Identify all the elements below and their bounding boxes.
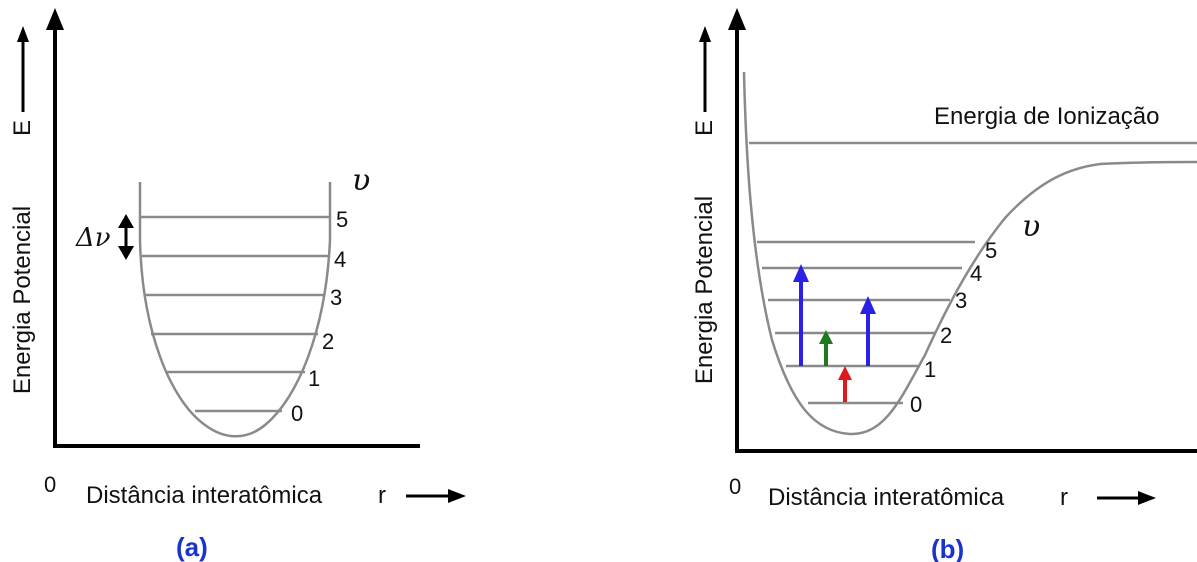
panel-b-transition-arrow-blue-0-5-head-icon [793,264,809,282]
panel-a-delta-label: Δν [75,223,111,253]
panel-a-level-label-4: 4 [334,247,346,272]
panel-a: Energia Potencial E 0 1 2 3 4 5 υ Δν 0 D… [9,8,466,562]
panel-a-potential-curve [138,182,332,438]
panel-b-x-axis-label: Distância interatômica [768,484,1005,511]
panel-b: Energia Potencial E Energia de Ionização… [691,8,1197,562]
panel-b-level-label-0: 0 [910,392,922,417]
panel-b-caption: (b) [931,534,964,562]
panel-a-delta-arrow-down-icon [118,246,134,260]
panel-a-level-label-1: 1 [308,366,320,391]
panel-a-origin-label: 0 [44,472,56,497]
panel-b-origin-label: 0 [729,474,741,499]
panel-b-y-axis-arrow-icon [728,8,746,30]
panel-a-energy-arrow-icon [17,26,29,42]
panel-b-transition-arrow-green-head-icon [819,330,833,344]
panel-a-y-axis-arrow-icon [46,8,64,30]
panel-a-x-axis-label: Distância interatômica [86,482,323,509]
panel-b-energy-arrow-icon [699,26,711,42]
panel-b-distance-arrow-icon [1138,491,1156,505]
panel-b-transition-arrow-red-head-icon [838,366,852,380]
panel-a-caption: (a) [176,532,208,562]
panel-b-y-axis-symbol: E [691,120,718,136]
panel-b-level-label-3: 3 [955,288,967,313]
panel-a-level-label-3: 3 [330,285,342,310]
panel-b-x-axis-symbol: r [1060,484,1068,511]
panel-b-potential-curve [742,71,1197,436]
panel-a-distance-arrow-icon [448,489,466,503]
panel-a-level-label-5: 5 [336,207,348,232]
panel-a-y-axis-label: Energia Potencial [9,206,36,394]
panel-a-level-label-2: 2 [322,329,334,354]
panel-b-y-axis-label: Energia Potencial [691,196,718,384]
panel-b-level-label-1: 1 [924,357,936,382]
panel-a-level-label-0: 0 [291,401,303,426]
panel-a-x-axis-symbol: r [378,482,386,509]
panel-b-level-label-4: 4 [970,261,982,286]
panel-b-ionization-label: Energia de Ionização [934,103,1160,130]
panel-b-quantum-symbol: υ [1022,209,1040,244]
panel-b-level-label-2: 2 [940,323,952,348]
panel-a-delta-arrow-up-icon [118,214,134,228]
panel-b-transition-arrow-blue-1-4-head-icon [860,296,876,314]
panel-a-y-axis-symbol: E [9,120,36,136]
panel-a-quantum-symbol: υ [352,163,370,198]
panel-b-level-label-5: 5 [985,238,997,263]
